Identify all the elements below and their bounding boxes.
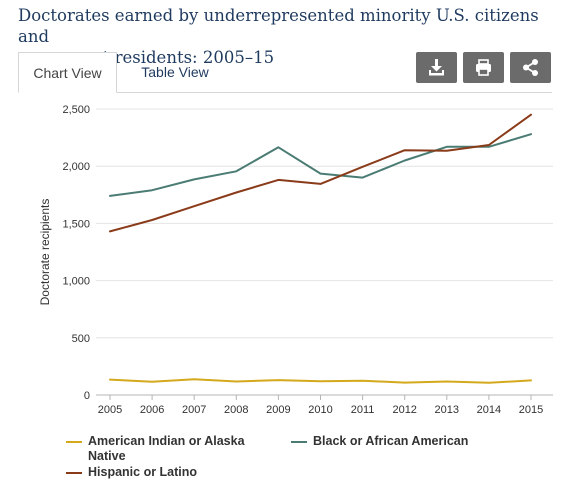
x-tick-label: 2009 [266,404,290,416]
view-tabs: Chart View Table View [18,52,552,93]
x-tick-label: 2010 [308,404,332,416]
y-tick-label: 500 [72,333,90,345]
print-button[interactable] [463,52,504,83]
legend-label-american-indian-line1: American Indian or Alaska [88,434,245,448]
legend-label-black: Black or African American [313,434,469,448]
x-tick-label: 2011 [351,404,375,416]
share-button[interactable] [510,52,551,83]
legend-label-american-indian-line2: Native [88,449,126,463]
x-tick-label: 2008 [224,404,248,416]
legend-label-hispanic: Hispanic or Latino [88,465,198,479]
legend-swatch-american-indian [66,441,82,443]
share-icon [523,59,538,76]
legend-item-black[interactable]: Black or African American [291,434,511,450]
y-tick-label: 1,500 [62,218,90,230]
y-tick-label: 0 [84,390,90,402]
series-line-hispanic [109,113,532,233]
x-tick-label: 2015 [519,404,543,416]
print-icon [476,59,491,76]
x-tick-label: 2013 [435,404,459,416]
x-tick-label: 2005 [98,404,122,416]
series-line-american-indian [109,378,532,384]
x-tick-label: 2012 [392,404,416,416]
tab-table-view[interactable]: Table View [141,64,209,80]
chart-title-line1: Doctorates earned by underrepresented mi… [18,6,539,46]
y-tick-label: 2,000 [62,161,90,173]
y-tick-label: 1,000 [62,276,90,288]
series-line-black [109,133,532,197]
tab-chart-view[interactable]: Chart View [18,52,117,93]
y-tick-label: 2,500 [62,104,90,116]
legend-item-hispanic[interactable]: Hispanic or Latino [66,465,266,481]
legend-swatch-hispanic [66,472,82,474]
x-tick-label: 2014 [477,404,501,416]
x-tick-label: 2007 [182,404,206,416]
legend-item-american-indian[interactable]: American Indian or Alaska Native [66,434,266,466]
download-icon [429,59,444,76]
legend-swatch-black [291,441,307,443]
x-tick-label: 2006 [140,404,164,416]
y-axis-label: Doctorate recipients [38,199,52,306]
legend-label-american-indian: American Indian or Alaska Native [88,434,245,464]
download-button[interactable] [416,52,457,83]
